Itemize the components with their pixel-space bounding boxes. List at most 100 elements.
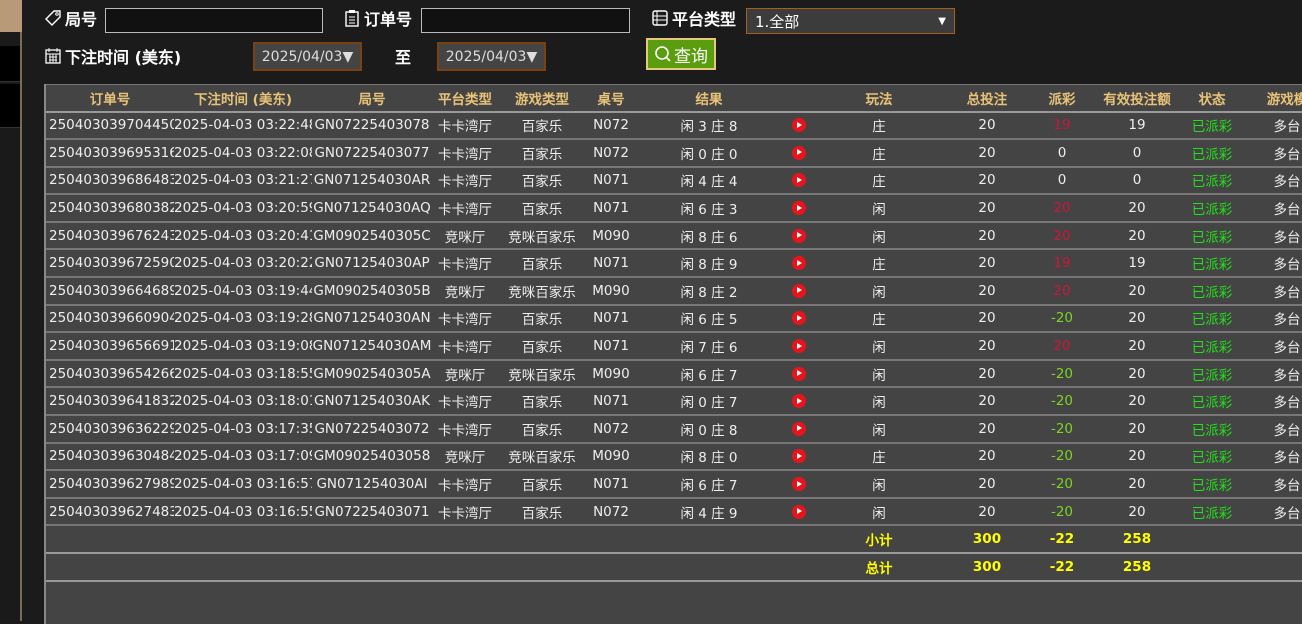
caret-down-icon: ▼: [342, 48, 354, 65]
order-cell[interactable]: 250403039686483: [46, 166, 174, 196]
total-bet-cell: 20: [942, 387, 1032, 417]
payout-cell: -20: [1032, 470, 1092, 499]
result-cell: 闲 6 庄 5: [636, 304, 782, 334]
play-video-icon[interactable]: [792, 421, 806, 436]
play-video-icon[interactable]: [792, 504, 806, 519]
query-button[interactable]: 查询: [646, 38, 716, 70]
total-payout: -22: [1032, 553, 1092, 582]
platform-select[interactable]: 1.全部 ▼: [746, 8, 955, 34]
round-cell: GN07225403072: [312, 415, 432, 444]
status-cell: 已派彩: [1182, 497, 1242, 527]
time-cell: 2025-04-03 03:19:08: [174, 332, 312, 361]
payout-cell: -20: [1032, 304, 1092, 334]
order-cell[interactable]: 250403039627483: [46, 497, 174, 527]
play-video-icon[interactable]: [792, 449, 806, 464]
subtotal-total-bet: 300: [942, 525, 1032, 554]
empty-cell: [46, 553, 816, 582]
result-cell: 闲 0 庄 0: [636, 139, 782, 168]
play-type-cell: 庄: [816, 442, 942, 472]
payout-cell: -20: [1032, 442, 1092, 472]
order-input[interactable]: [421, 8, 630, 33]
platform-cell: 卡卡湾厅: [432, 470, 498, 499]
order-cell[interactable]: 250403039672590: [46, 249, 174, 279]
play-video-icon[interactable]: [792, 145, 806, 160]
total-bet-cell: 20: [942, 415, 1032, 444]
result-cell: 闲 4 庄 4: [636, 166, 782, 196]
order-cell[interactable]: 250403039680382: [46, 194, 174, 223]
game-cell: 竞咪百家乐: [498, 359, 586, 389]
play-type-cell: 庄: [816, 166, 942, 196]
order-cell[interactable]: 250403039676243: [46, 221, 174, 251]
table-cell: M090: [586, 221, 636, 251]
round-cell: GM0902540305A: [312, 359, 432, 389]
table-row: 250403039656691 2025-04-03 03:19:08 GN0712…: [46, 332, 1302, 361]
payout-cell: -20: [1032, 415, 1092, 444]
payout-cell: -20: [1032, 497, 1092, 527]
table-cell: M090: [586, 359, 636, 389]
round-cell: GN07225403077: [312, 139, 432, 168]
order-cell[interactable]: 250403039695316: [46, 139, 174, 168]
column-header: 派彩: [1032, 84, 1092, 113]
game-mode-cell: 多台: [1242, 442, 1302, 472]
order-cell[interactable]: 250403039664689: [46, 277, 174, 306]
order-cell[interactable]: 250403039627989: [46, 470, 174, 499]
order-cell[interactable]: 250403039660904: [46, 304, 174, 334]
total-bet-cell: 20: [942, 221, 1032, 251]
status-cell: 已派彩: [1182, 166, 1242, 196]
table-row: 250403039636229 2025-04-03 03:17:35 GN0722…: [46, 415, 1302, 444]
round-input[interactable]: [105, 8, 323, 33]
table-row: 250403039627989 2025-04-03 03:16:57 GN0712…: [46, 470, 1302, 499]
game-cell: 百家乐: [498, 166, 586, 196]
game-cell: 百家乐: [498, 332, 586, 361]
order-label: 订单号: [343, 6, 412, 30]
column-header: [782, 84, 816, 113]
sidebar-item[interactable]: [0, 84, 20, 128]
play-video-icon[interactable]: [792, 173, 806, 188]
order-cell[interactable]: 250403039636229: [46, 415, 174, 444]
time-cell: 2025-04-03 03:20:22: [174, 249, 312, 279]
play-video-icon[interactable]: [792, 201, 806, 216]
status-cell: 已派彩: [1182, 359, 1242, 389]
total-bet-cell: 20: [942, 304, 1032, 334]
result-cell: 闲 8 庄 9: [636, 249, 782, 279]
sidebar-tab[interactable]: [0, 0, 22, 32]
play-type-cell: 闲: [816, 497, 942, 527]
order-cell[interactable]: 250403039641832: [46, 387, 174, 417]
play-video-icon[interactable]: [792, 394, 806, 409]
play-video-icon[interactable]: [792, 228, 806, 243]
total-label: 总计: [816, 553, 942, 582]
total-bet-cell: 20: [942, 249, 1032, 279]
table-cell: M090: [586, 442, 636, 472]
sidebar-item[interactable]: [0, 46, 20, 82]
game-cell: 百家乐: [498, 497, 586, 527]
play-video-icon[interactable]: [792, 477, 806, 492]
date-to-picker[interactable]: 2025/04/03 ▼: [437, 42, 546, 71]
play-video-icon[interactable]: [792, 118, 806, 133]
play-video-icon[interactable]: [792, 366, 806, 381]
play-video-icon[interactable]: [792, 283, 806, 298]
column-header: 局号: [312, 84, 432, 113]
game-mode-cell: 多台: [1242, 277, 1302, 306]
play-video-icon[interactable]: [792, 256, 806, 271]
status-cell: 已派彩: [1182, 139, 1242, 168]
play-type-cell: 闲: [816, 470, 942, 499]
play-video-icon[interactable]: [792, 311, 806, 326]
play-video-icon[interactable]: [792, 339, 806, 354]
game-mode-cell: 多台: [1242, 249, 1302, 279]
result-cell: 闲 6 庄 7: [636, 359, 782, 389]
order-cell[interactable]: 250403039630484: [46, 442, 174, 472]
date-from-picker[interactable]: 2025/04/03 ▼: [253, 42, 362, 71]
time-cell: 2025-04-03 03:17:09: [174, 442, 312, 472]
order-cell[interactable]: 250403039656691: [46, 332, 174, 361]
replay-cell: [782, 166, 816, 196]
time-cell: 2025-04-03 03:19:28: [174, 304, 312, 334]
play-type-cell: 闲: [816, 277, 942, 306]
play-type-cell: 闲: [816, 221, 942, 251]
platform-cell: 卡卡湾厅: [432, 497, 498, 527]
order-cell[interactable]: 250403039654266: [46, 359, 174, 389]
platform-cell: 卡卡湾厅: [432, 111, 498, 141]
table-cell: N071: [586, 249, 636, 279]
game-mode-cell: 多台: [1242, 194, 1302, 223]
game-cell: 百家乐: [498, 194, 586, 223]
order-cell[interactable]: 250403039704450: [46, 111, 174, 141]
